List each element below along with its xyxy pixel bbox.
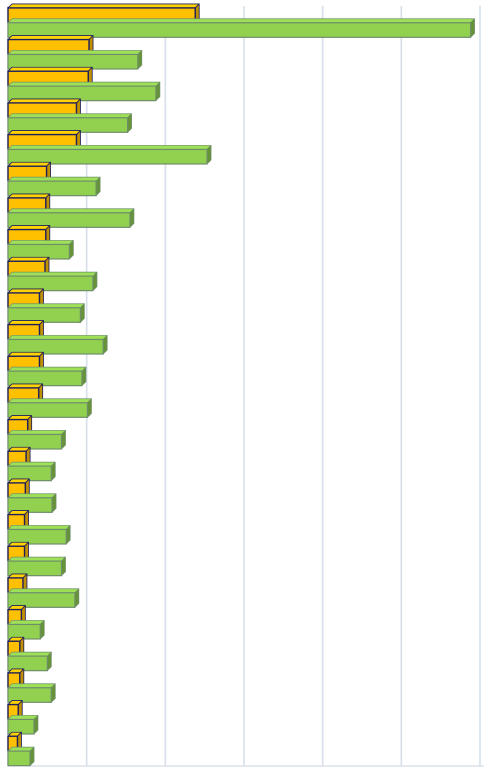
bar-series2-row1	[7, 18, 475, 38]
bar-series2-row5	[7, 145, 212, 165]
bar-front-face	[7, 623, 41, 640]
bar-front-face	[7, 528, 67, 545]
bar-front-face	[7, 497, 53, 513]
bar-series1-row23	[7, 700, 23, 720]
bar-front-face	[7, 85, 157, 102]
bar-series2-row22	[7, 683, 56, 703]
bar-series2-row21	[7, 651, 52, 672]
bar-top-face	[7, 240, 74, 245]
bar-front-face	[7, 243, 70, 260]
bar-front-face	[7, 402, 89, 418]
bar-front-face	[7, 687, 52, 703]
bar-series2-row20	[7, 620, 45, 640]
bar-series2-row12	[7, 366, 87, 387]
bar-front-face	[7, 338, 104, 355]
bar-top-face	[7, 176, 101, 182]
bar-front-face	[7, 307, 81, 323]
bars	[7, 3, 475, 767]
bar-front-face	[7, 560, 63, 577]
bar-front-face	[7, 148, 208, 165]
bar-series2-row6	[7, 176, 101, 197]
bar-front-face	[7, 433, 63, 450]
bar-series2-row14	[7, 430, 66, 450]
bar-front-face	[7, 275, 94, 292]
bar-front-face	[7, 53, 139, 70]
bar-front-face	[7, 750, 31, 767]
bar-series2-row7	[7, 208, 135, 228]
bar-front-face	[7, 22, 472, 38]
bar-series2-row19	[7, 588, 80, 608]
bar-front-face	[7, 592, 76, 608]
bar-series2-row13	[7, 398, 92, 418]
bar-series1-row24	[7, 731, 22, 752]
bar-top-face	[7, 208, 135, 214]
bar-series2-row15	[7, 461, 56, 482]
bar-series2-row18	[7, 556, 66, 577]
bar-top-face	[7, 145, 212, 150]
bar-series2-row17	[7, 525, 71, 545]
bar-front-face	[7, 655, 48, 672]
bar-series2-row2	[7, 50, 143, 70]
bar-front-face	[7, 117, 129, 133]
bar-series2-row16	[7, 493, 57, 513]
bar-series2-row24	[7, 746, 35, 767]
bar-front-face	[7, 718, 35, 735]
bar-series2-row9	[7, 271, 98, 292]
bar-series2-row11	[7, 335, 108, 355]
bar-series2-row4	[7, 113, 132, 133]
bar-series2-row3	[7, 81, 161, 102]
bar-series2-row23	[7, 715, 39, 735]
bar-series2-row8	[7, 240, 74, 260]
bar-front-face	[7, 180, 97, 197]
bar-front-face	[7, 370, 83, 387]
bar-front-face	[7, 465, 52, 482]
bar-series2-row10	[7, 303, 85, 323]
bar-front-face	[7, 212, 131, 228]
